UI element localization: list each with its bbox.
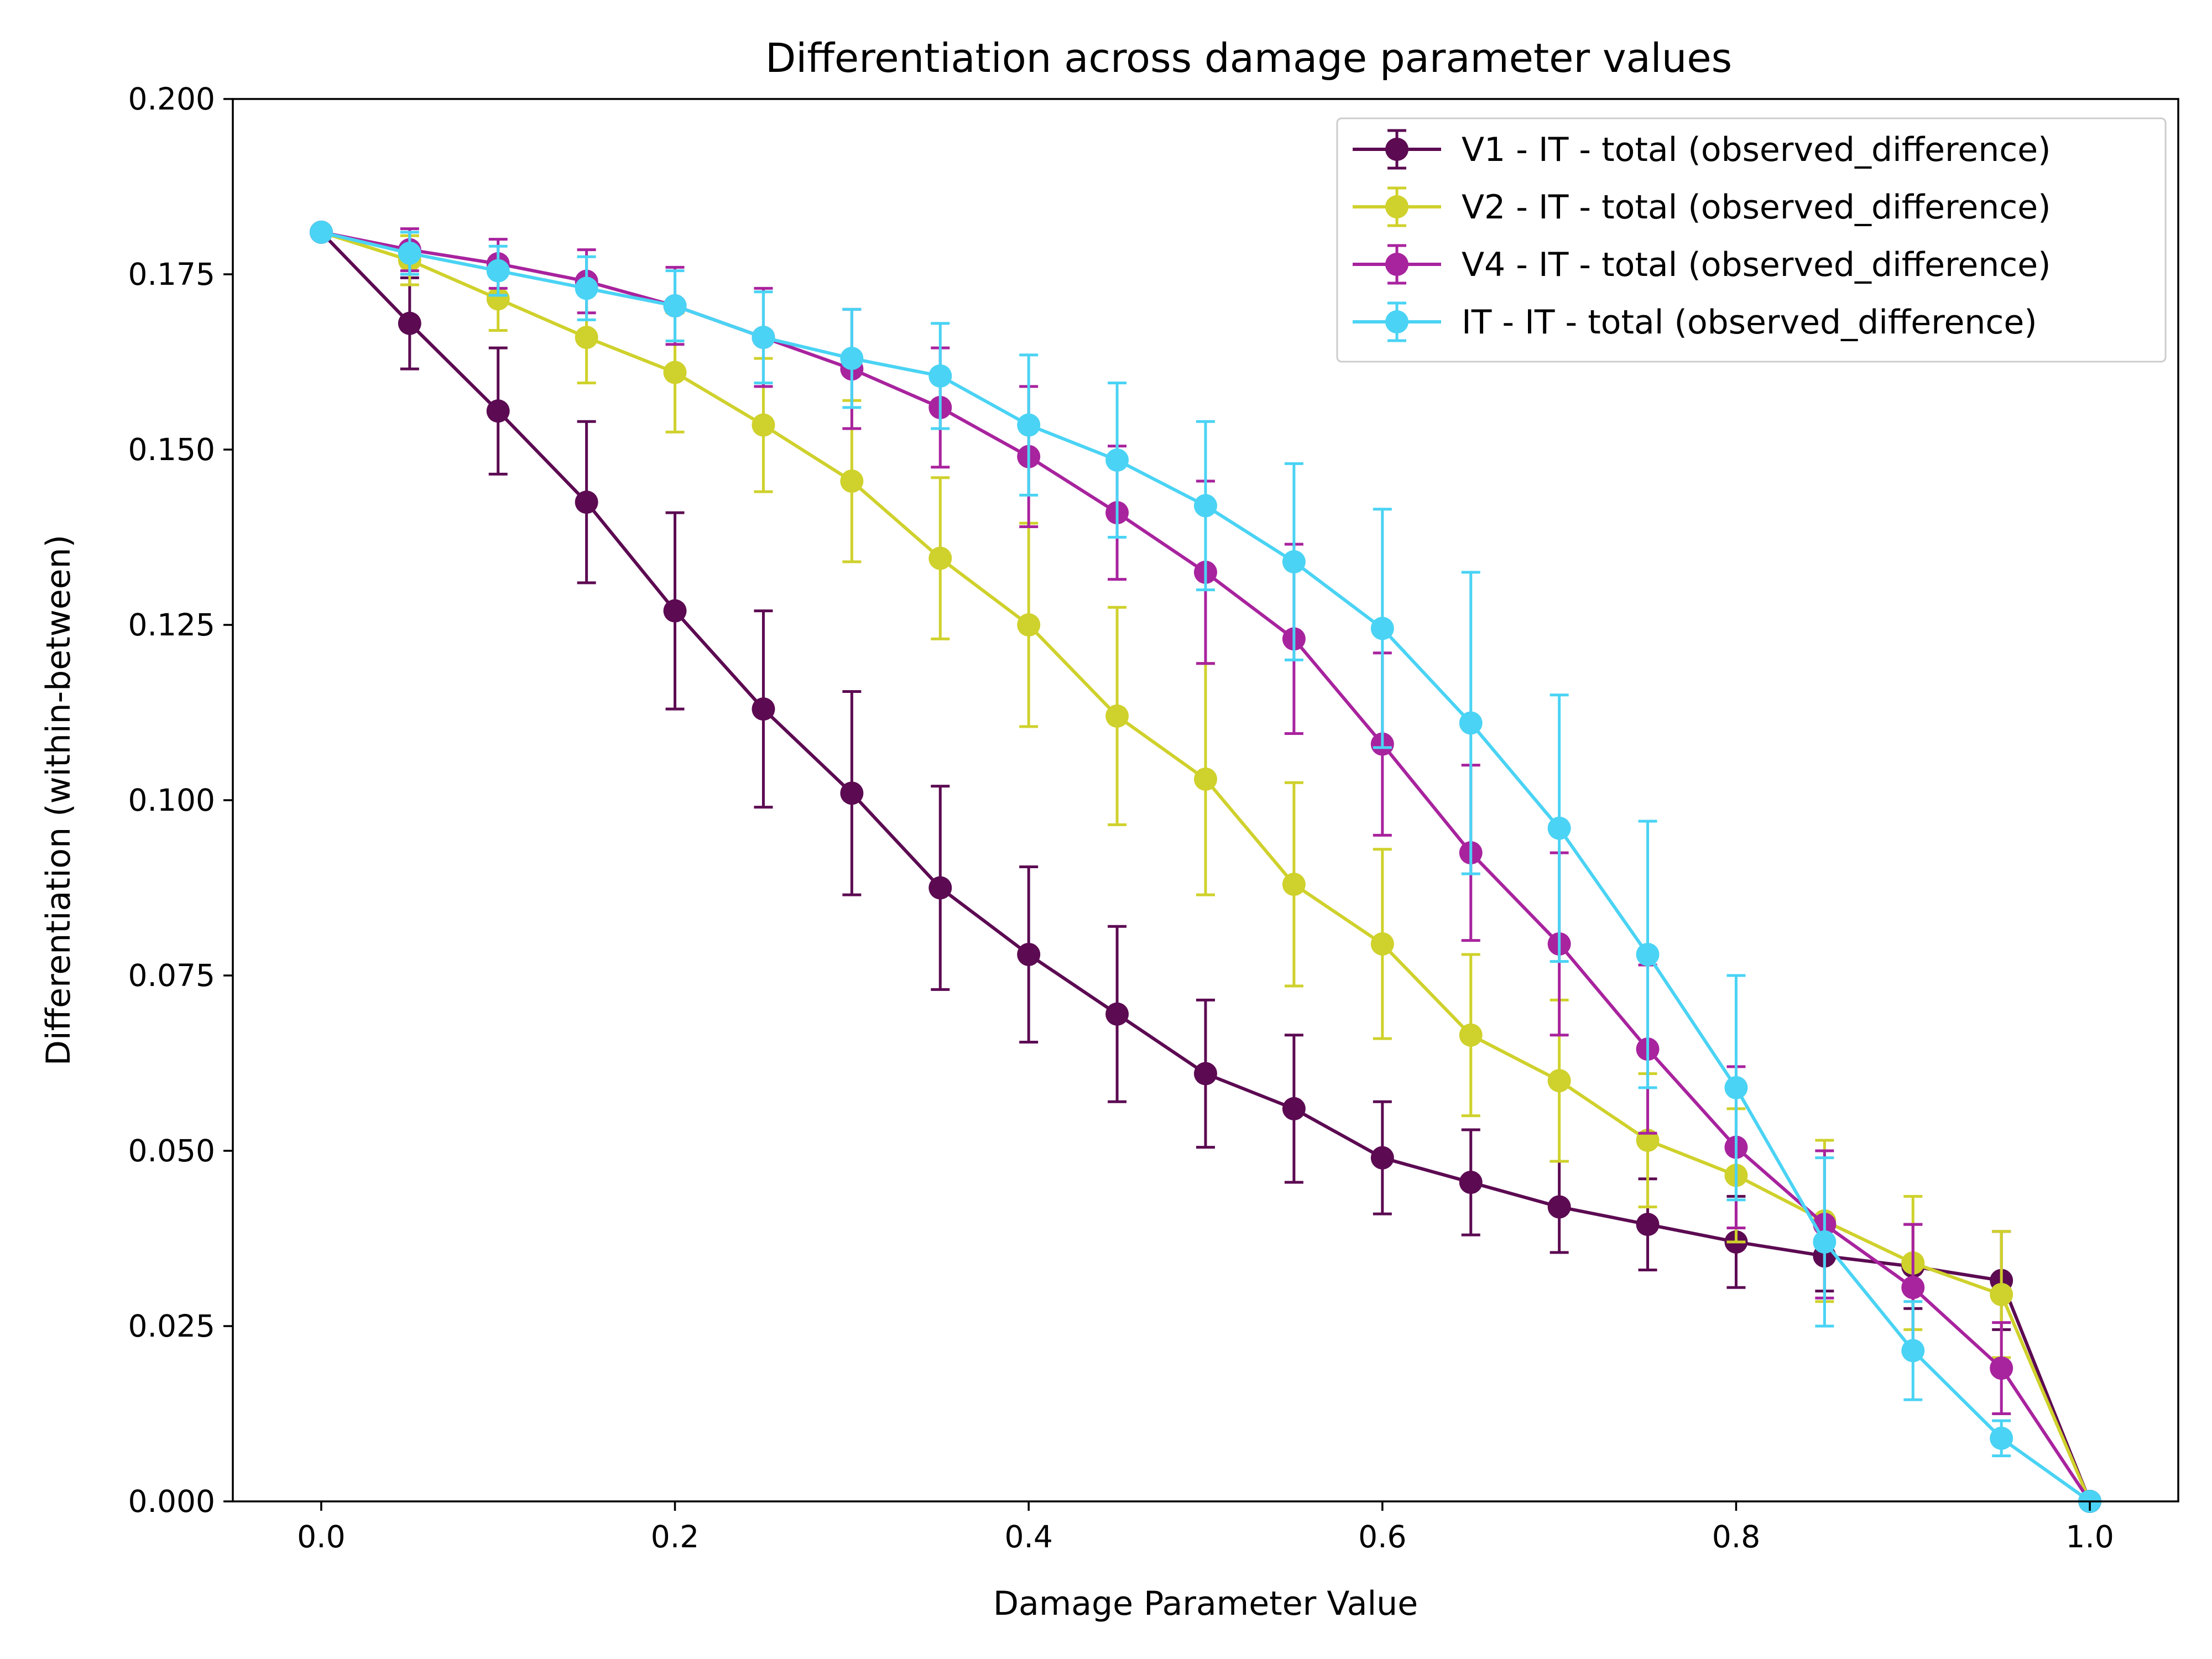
data-point (1901, 1276, 1925, 1300)
legend-item-4: IT - IT - total (observed_difference) (1353, 301, 2037, 342)
x-axis-label: Damage Parameter Value (993, 1584, 1418, 1623)
data-point (1990, 1282, 2013, 1306)
data-point (1194, 767, 1217, 791)
data-point (752, 697, 775, 721)
data-point (663, 599, 687, 623)
data-point (1105, 448, 1129, 472)
data-point (1990, 1357, 2013, 1380)
y-tick-label: 0.075 (128, 958, 215, 993)
legend-label: V2 - IT - total (observed_difference) (1462, 188, 2051, 227)
data-point (486, 399, 510, 423)
data-point (1105, 1002, 1129, 1026)
data-point (840, 347, 864, 371)
data-point (398, 241, 421, 265)
data-point (840, 781, 864, 805)
legend: V1 - IT - total (observed_difference) V2 … (1336, 117, 2167, 363)
data-point (928, 364, 952, 388)
legend-marker (1385, 310, 1408, 333)
data-point (1194, 494, 1217, 518)
data-point (1990, 1426, 2013, 1450)
x-tick-label: 1.0 (2065, 1519, 2114, 1554)
data-point (309, 220, 333, 244)
data-point (1724, 1076, 1748, 1099)
legend-marker (1385, 253, 1408, 276)
data-point (1901, 1339, 1925, 1363)
data-point (1459, 711, 1483, 735)
x-tick-label: 0.0 (297, 1519, 345, 1554)
data-point (1194, 1062, 1217, 1086)
data-point (398, 311, 421, 335)
data-point (1282, 873, 1306, 896)
data-point (486, 287, 510, 311)
chart-title: Differentiation across damage parameter … (765, 35, 1732, 81)
x-tick-label: 0.4 (1004, 1519, 1052, 1554)
data-point (486, 259, 510, 283)
y-tick-label: 0.150 (128, 432, 215, 467)
legend-label: IT - IT - total (observed_difference) (1462, 303, 2037, 342)
y-tick-label: 0.100 (128, 782, 215, 818)
y-tick-label: 0.175 (128, 257, 215, 292)
data-point (1459, 1023, 1483, 1047)
y-tick-label: 0.025 (128, 1308, 215, 1344)
data-point (928, 876, 952, 900)
data-point (1105, 704, 1129, 728)
data-point (928, 546, 952, 570)
legend-item-1: V1 - IT - total (observed_difference) (1353, 129, 2051, 170)
data-point (752, 326, 775, 349)
x-tick-label: 0.6 (1358, 1519, 1406, 1554)
data-point (1370, 932, 1394, 956)
data-point (575, 491, 598, 514)
data-point (1017, 942, 1041, 966)
series-4 (309, 220, 2102, 1513)
data-point (1282, 1097, 1306, 1120)
y-tick-label: 0.200 (128, 81, 215, 117)
legend-box (1336, 117, 2167, 363)
data-point (1813, 1230, 1837, 1254)
data-point (1459, 1171, 1483, 1194)
data-point (663, 361, 687, 384)
legend-label: V1 - IT - total (observed_difference) (1462, 131, 2051, 169)
y-tick-label: 0.000 (128, 1484, 215, 1519)
legend-marker (1385, 195, 1408, 218)
data-point (1547, 816, 1571, 840)
data-point (1370, 617, 1394, 640)
data-point (575, 276, 598, 300)
plot-area (309, 220, 2102, 1513)
axis-ticks: 0.0 0.2 0.4 0.6 0.8 1.0 0.000 0.025 0.050 0.075 0.… (128, 81, 2114, 1554)
data-point (1636, 1213, 1660, 1237)
data-point (1370, 1146, 1394, 1170)
series-2 (309, 220, 2102, 1513)
legend-label: V4 - IT - total (observed_difference) (1462, 246, 2051, 284)
legend-item-3: V4 - IT - total (observed_difference) (1353, 244, 2051, 285)
data-point (1017, 613, 1041, 637)
data-point (663, 294, 687, 318)
y-tick-label: 0.125 (128, 607, 215, 643)
data-point (1017, 413, 1041, 437)
x-tick-label: 0.8 (1712, 1519, 1760, 1554)
legend-item-2: V2 - IT - total (observed_difference) (1353, 186, 2051, 227)
data-point (1636, 942, 1660, 966)
data-point (840, 469, 864, 493)
data-point (1282, 550, 1306, 573)
data-point (1547, 1069, 1571, 1093)
x-tick-label: 0.2 (651, 1519, 699, 1554)
y-axis-label: Differentiation (within-between) (39, 535, 78, 1066)
legend-marker (1385, 138, 1408, 161)
data-point (575, 326, 598, 349)
y-tick-label: 0.050 (128, 1133, 215, 1168)
data-point (1547, 1195, 1571, 1219)
data-point (752, 413, 775, 437)
